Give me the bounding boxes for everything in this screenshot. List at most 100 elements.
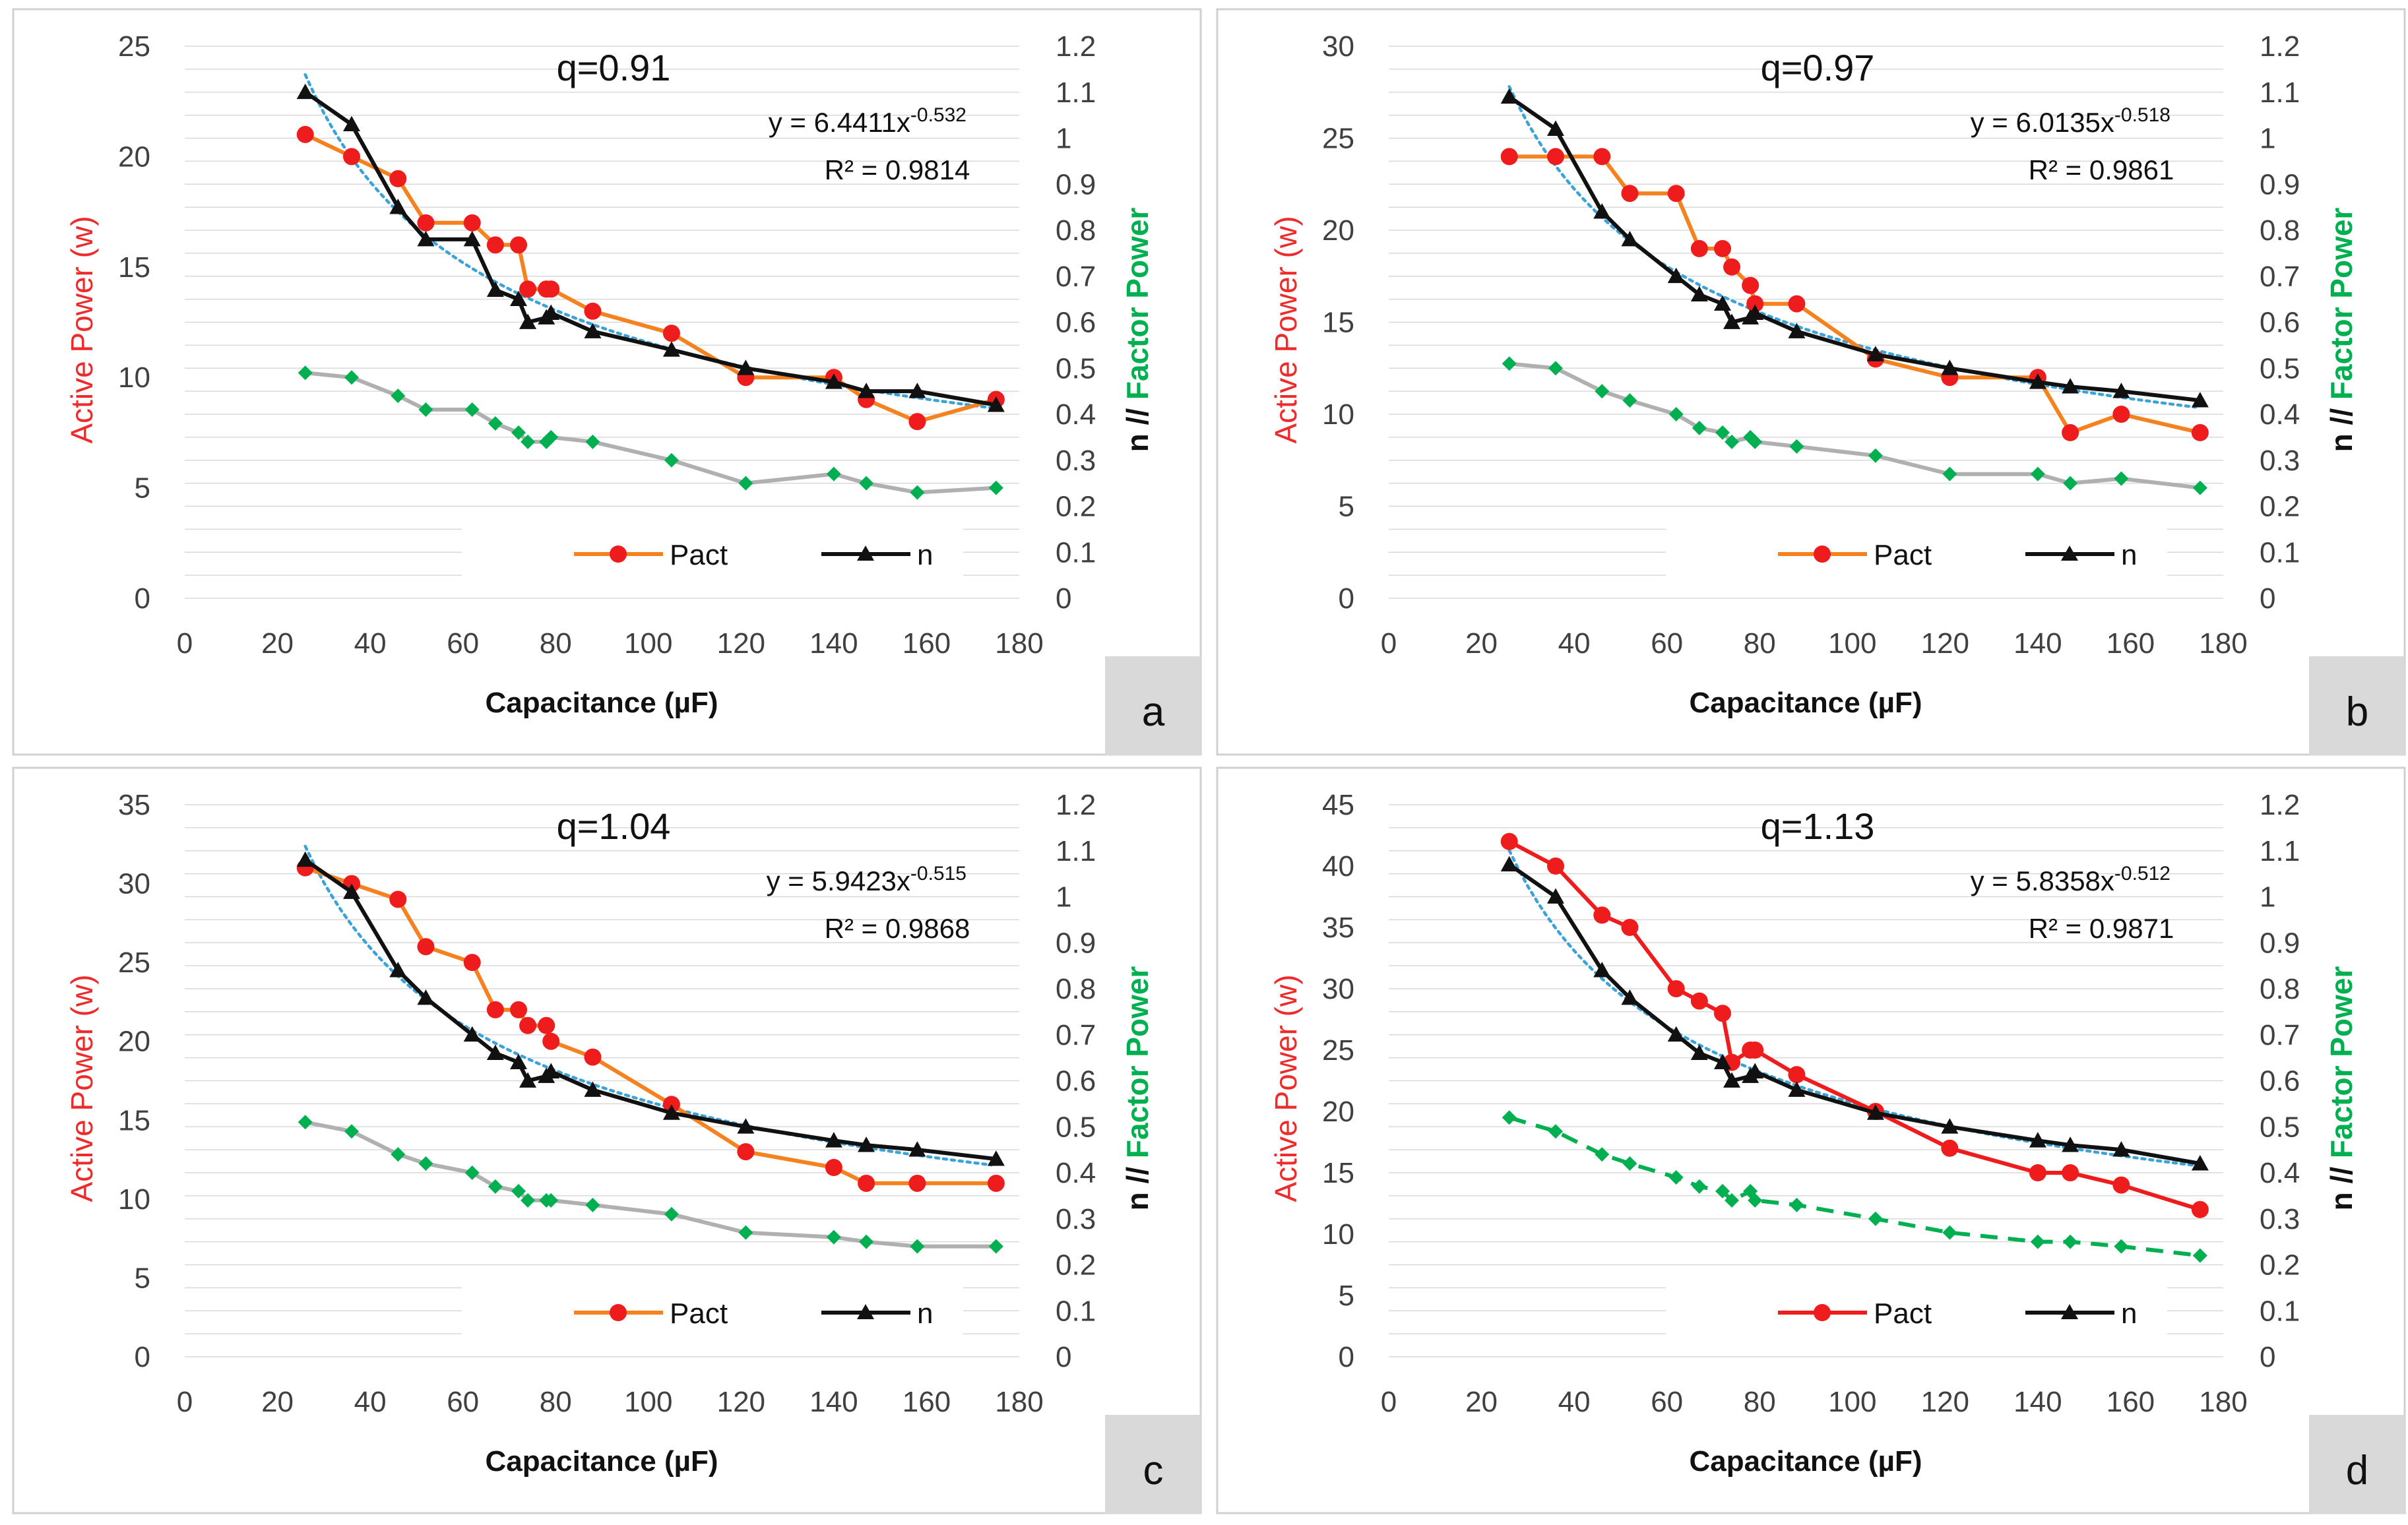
y2-tick-label: 0.3 [1056,1203,1096,1235]
factor-power-point [1692,420,1707,435]
factor-power-point [1748,434,1763,449]
n-point [296,83,314,100]
pact-point [463,954,481,972]
n-point [1621,989,1639,1005]
trendline [1507,849,2198,1167]
n-point [1547,120,1564,136]
n-point [2029,1132,2046,1148]
x-tick-label: 180 [995,1386,1043,1418]
legend-box [462,514,963,587]
x-axis-label: Capacitance (µF) [1690,1445,1922,1478]
y-tick-label: 35 [1322,912,1354,944]
y-tick-label: 25 [1322,1034,1354,1067]
y-tick-label: 20 [118,1026,150,1058]
y-tick-label: 25 [118,30,150,63]
factor-power-point [464,402,480,418]
y-tick-label: 0 [1339,582,1354,615]
pact-point [1714,239,1731,257]
series-factor-power [1502,356,2207,495]
n-point [486,1044,504,1061]
factor-power-point [738,1225,753,1240]
n-point [1621,230,1639,247]
x-tick-label: 160 [903,1386,951,1418]
y2-tick-label: 0.8 [1056,214,1096,247]
pact-point [2029,1164,2046,1181]
factor-power-point [2114,471,2129,486]
y2-tick-label: 0.8 [2260,973,2300,1005]
factor-power-point [664,1206,679,1222]
n-point [825,373,842,389]
y2-tick-label: 0.8 [2260,214,2300,247]
pact-point [1690,992,1708,1010]
y-tick-label: 15 [1322,307,1354,339]
n-point [1593,962,1611,978]
y-axis-label: Active Power (w) [1269,974,1303,1202]
factor-power-point [2030,466,2045,482]
y2-tick-label: 0.9 [1056,927,1096,959]
factor-power-point [1622,393,1637,408]
factor-power-point [2114,1239,2129,1254]
y-axis-label: Active Power (w) [65,974,99,1202]
panel-label: b [2346,689,2368,735]
y2-tick-label: 0.2 [2260,491,2300,523]
x-tick-label: 100 [1828,627,1876,660]
n-point [1547,888,1564,904]
panel-label-box [2309,1415,2405,1514]
pact-point [584,302,602,320]
factor-power-point [544,429,559,445]
y-tick-label: 0 [135,582,150,615]
factor-power-point [910,1239,925,1254]
factor-power-point [664,452,679,468]
trendline-equation: y = 6.4411x-0.532 [769,104,966,138]
factor-power-point [344,1124,359,1139]
factor-power-point [1622,1156,1637,1171]
legend-n-marker [857,1304,874,1319]
y2-tick-label: 0.5 [1056,352,1096,385]
pact-point [1690,239,1708,257]
pact-point [2191,1200,2209,1218]
y-tick-label: 20 [118,140,150,173]
factor-power-point [859,476,874,491]
n-point [737,359,755,375]
factor-power-point [391,389,406,404]
factor-power-point [1789,439,1804,454]
trendline-equation: y = 5.8358x-0.512 [1971,863,2170,896]
y2-axis-label-text: n // Factor Power [2324,208,2359,452]
trendline-equation-exponent: -0.515 [910,863,966,885]
legend-n-label: n [917,1297,933,1330]
legend-pact-label: Pact [1874,539,1932,571]
y-tick-label: 30 [1322,30,1354,63]
y-tick-label: 10 [118,361,150,394]
pact-point [1500,832,1518,850]
y2-axis-label-n: n // [2324,1158,2359,1210]
n-point [1866,1104,1884,1120]
x-tick-label: 120 [717,627,765,660]
pact-point [1667,185,1685,202]
y2-tick-label: 1.2 [1056,30,1096,63]
legend: Pact n [1666,514,2167,587]
pact-point [1746,1042,1764,1059]
y2-tick-label: 0.8 [1056,973,1096,1005]
n-point [343,115,360,131]
series-pact [296,125,1005,431]
n-point [1723,1072,1741,1088]
n-point [1500,856,1518,872]
y2-tick-label: 0.4 [1056,1157,1096,1189]
legend: Pact n [1666,1273,2167,1346]
factor-power-point [2192,1248,2207,1263]
factor-power-point [1942,466,1957,482]
x-tick-label: 0 [177,627,193,660]
x-tick-label: 60 [447,627,479,660]
x-tick-label: 140 [2013,1386,2062,1418]
x-tick-label: 140 [2013,627,2062,660]
x-tick-label: 120 [1921,627,1969,660]
panel-frame [1216,8,2406,756]
y2-tick-label: 0.7 [2260,1019,2300,1051]
x-tick-label: 0 [1381,627,1397,660]
pact-point [1547,857,1564,875]
legend-box [1666,514,2167,587]
series-n [296,851,1005,1166]
legend-n-label: n [2121,539,2137,571]
y2-tick-label: 1 [1056,881,1071,914]
